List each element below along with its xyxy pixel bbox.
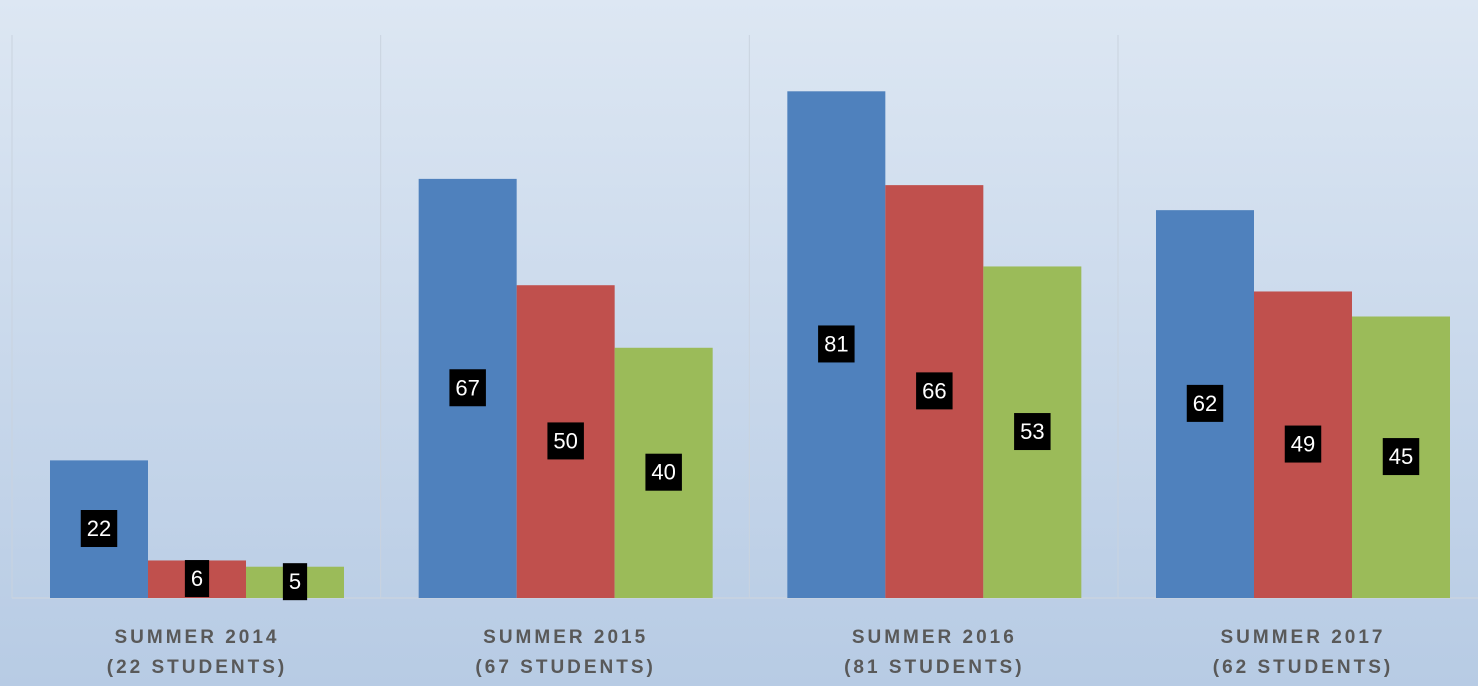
x-tick-label-line: SUMMER 2016 xyxy=(852,627,1017,648)
data-label: 53 xyxy=(1020,419,1044,444)
x-tick-label-line: (81 STUDENTS) xyxy=(844,657,1024,678)
data-label: 40 xyxy=(651,460,675,485)
data-label-box xyxy=(916,372,953,410)
data-label-box xyxy=(184,560,210,598)
data-label-box xyxy=(282,563,308,601)
x-tick-label: SUMMER 2014 (22 STUDENTS) xyxy=(107,627,287,678)
data-label-box xyxy=(80,510,118,548)
data-label: 5 xyxy=(289,569,301,594)
data-label: 50 xyxy=(553,428,577,453)
x-tick-label-line: (22 STUDENTS) xyxy=(107,657,287,678)
data-label-box xyxy=(1014,413,1051,451)
x-tick-label: SUMMER 2016 (81 STUDENTS) xyxy=(844,627,1024,678)
x-tick-label-line: SUMMER 2017 xyxy=(1221,627,1386,648)
data-label-box xyxy=(1284,425,1322,463)
data-label-box xyxy=(645,453,682,491)
data-label: 62 xyxy=(1193,391,1217,416)
x-tick-label-line: SUMMER 2015 xyxy=(483,627,648,648)
data-label: 81 xyxy=(824,331,848,356)
data-label: 45 xyxy=(1389,444,1413,469)
data-label: 6 xyxy=(191,566,203,591)
data-label-box xyxy=(818,325,855,363)
data-label: 66 xyxy=(922,378,946,403)
x-tick-label-line: (62 STUDENTS) xyxy=(1213,657,1393,678)
x-tick-label: SUMMER 2015 (67 STUDENTS) xyxy=(475,627,655,678)
x-tick-label-line: SUMMER 2014 xyxy=(115,627,280,648)
data-label-box xyxy=(449,369,486,407)
data-label-box xyxy=(547,422,584,460)
x-tick-label: SUMMER 2017 (62 STUDENTS) xyxy=(1213,627,1393,678)
x-tick-label-line: (67 STUDENTS) xyxy=(475,657,655,678)
data-label-box xyxy=(1382,438,1420,476)
data-label: 22 xyxy=(87,516,111,541)
data-label: 67 xyxy=(455,375,479,400)
data-label-box xyxy=(1186,384,1224,422)
data-label: 49 xyxy=(1291,432,1315,457)
